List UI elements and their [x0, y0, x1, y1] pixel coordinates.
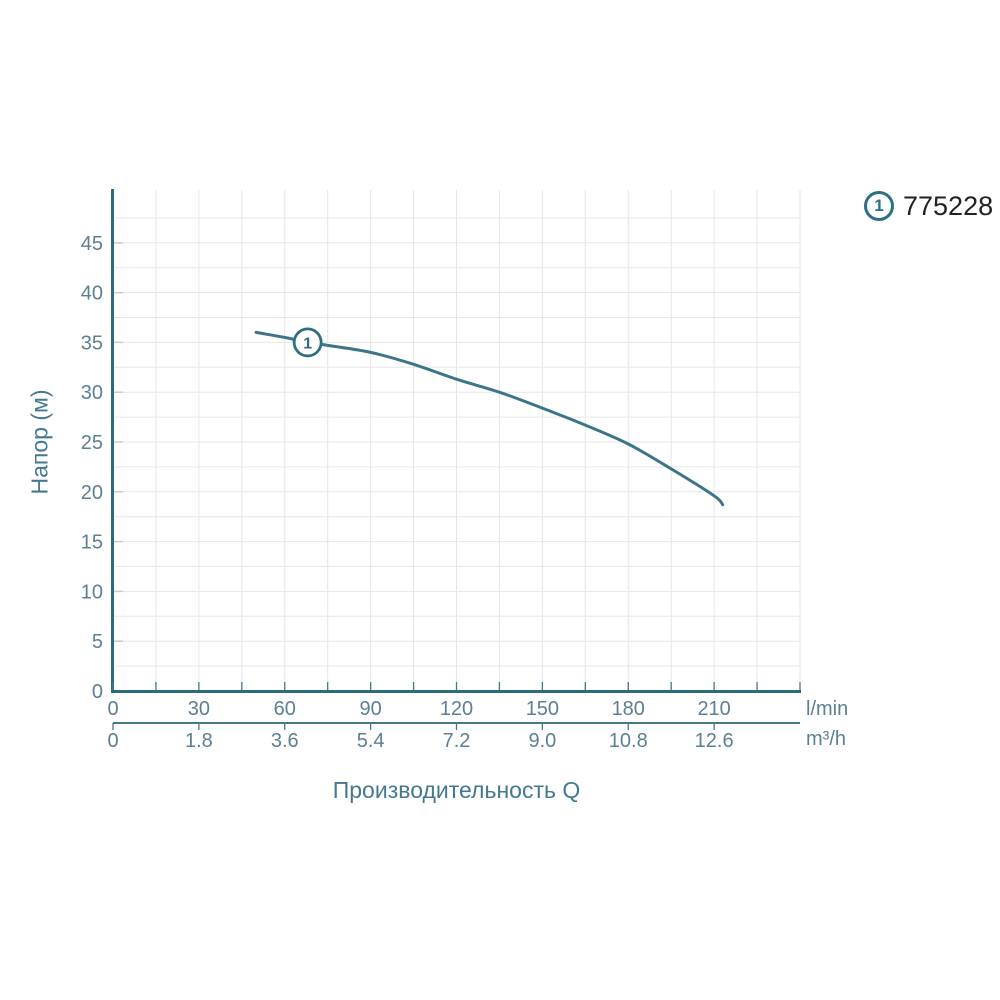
x2-tick-label: 1.8 — [185, 730, 213, 752]
x2-tick-label: 12.6 — [695, 730, 734, 752]
pump-curve — [254, 330, 725, 507]
y-tick-label: 5 — [92, 631, 103, 653]
y-tick-label: 40 — [81, 283, 103, 305]
x2-tick-label: 0 — [107, 730, 118, 752]
x-tick-label: 210 — [697, 698, 730, 720]
curve-point-marker-label: 1 — [303, 335, 312, 352]
y-tick-label: 35 — [81, 332, 103, 354]
legend-series-marker: 1 — [864, 191, 894, 221]
y-tick-label: 45 — [81, 233, 103, 255]
legend-series-code: 775228 — [903, 190, 994, 221]
y-tick-label: 30 — [81, 382, 103, 404]
y-tick-label: 10 — [81, 581, 103, 603]
y-tick-label: 0 — [92, 681, 103, 703]
x-axis-title: Производительность Q — [332, 777, 581, 803]
x-axis-unit-lmin: l/min — [806, 698, 849, 720]
y-tick-label: 20 — [81, 482, 103, 504]
x2-tick-label: 9.0 — [528, 730, 556, 752]
x-tick-label: 120 — [440, 698, 473, 720]
x2-tick-label: 7.2 — [443, 730, 471, 752]
legend: 1 775228 — [864, 190, 993, 222]
x-tick-label: 150 — [526, 698, 559, 720]
y-axis-title: Напор (м) — [26, 389, 53, 495]
x2-tick-label: 5.4 — [357, 730, 385, 752]
x-tick-label: 30 — [188, 698, 210, 720]
x-axis-unit-m3h: m³/h — [806, 728, 846, 750]
x-tick-label: 60 — [274, 698, 296, 720]
x-tick-label: 180 — [612, 698, 645, 720]
curve-point-marker — [292, 327, 323, 358]
x-tick-label: 0 — [107, 698, 118, 720]
x2-tick-label: 3.6 — [271, 730, 299, 752]
y-tick-label: 15 — [81, 532, 103, 554]
x2-tick-label: 10.8 — [609, 730, 648, 752]
y-tick-label: 25 — [81, 432, 103, 454]
x-tick-label: 90 — [360, 698, 382, 720]
